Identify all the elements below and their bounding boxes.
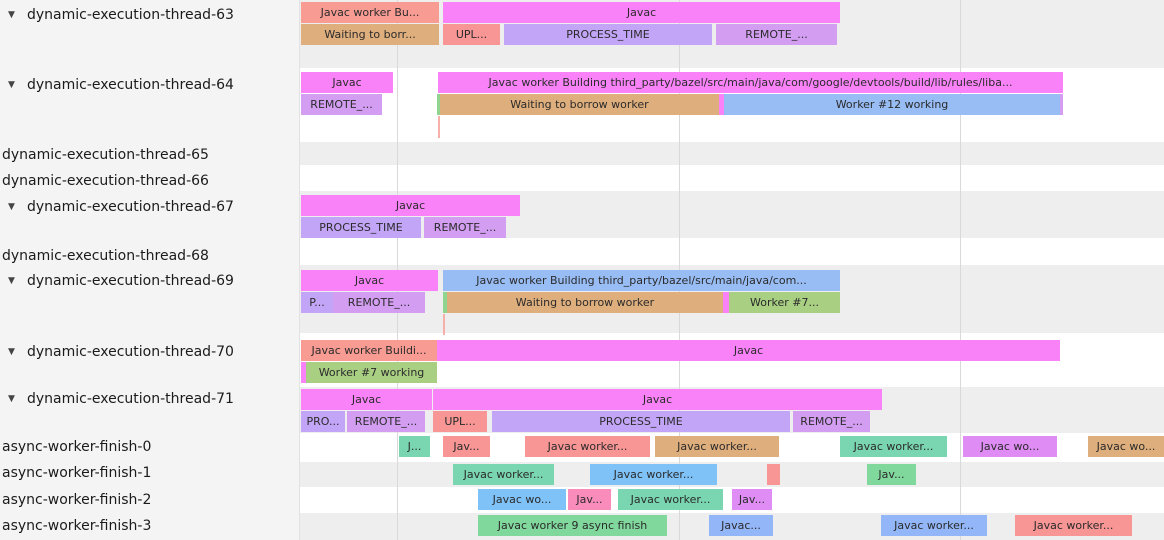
trace-slice[interactable]: Waiting to borrow worker <box>440 94 719 115</box>
trace-slice[interactable]: Jav... <box>867 464 916 485</box>
track-background-band <box>300 238 1164 265</box>
sidebar-row[interactable]: ▼ dynamic-execution-thread-71 <box>0 389 300 410</box>
trace-slice[interactable]: Javac worker... <box>618 489 723 510</box>
trace-slice[interactable]: Javac worker... <box>1015 515 1132 536</box>
trace-slice[interactable]: REMOTE_... <box>333 292 425 313</box>
trace-slice[interactable]: Javac worker 9 async finish <box>478 515 667 536</box>
trace-slice[interactable]: Javac worker... <box>453 464 554 485</box>
trace-slice[interactable]: REMOTE_... <box>301 94 382 115</box>
trace-slice[interactable]: Worker #12 working <box>724 94 1060 115</box>
track-sidebar: ▼ dynamic-execution-thread-63 ▼ dynamic-exe… <box>0 0 300 540</box>
track-label: dynamic-execution-thread-68 <box>2 248 209 264</box>
track-background-band <box>300 142 1164 165</box>
collapse-arrow-icon[interactable]: ▼ <box>8 347 15 357</box>
trace-slice[interactable]: UPL... <box>443 24 500 45</box>
trace-slice[interactable]: Javac <box>301 72 393 93</box>
trace-slice[interactable]: Jav... <box>732 489 772 510</box>
trace-slice[interactable] <box>443 292 447 313</box>
trace-slice[interactable]: Javac worker Buildi... <box>301 340 437 361</box>
trace-slice[interactable] <box>719 94 724 115</box>
track-label: dynamic-execution-thread-70 <box>27 344 234 360</box>
trace-slice[interactable]: Javac worker... <box>655 436 779 457</box>
trace-slice[interactable]: J... <box>399 436 430 457</box>
trace-slice[interactable]: Javac <box>301 270 438 291</box>
trace-slice[interactable]: Javac wo... <box>1088 436 1164 457</box>
trace-slice[interactable]: REMOTE_... <box>793 411 870 432</box>
track-label: async-worker-finish-3 <box>2 518 152 534</box>
trace-slice[interactable]: Worker #7... <box>729 292 840 313</box>
trace-slice[interactable]: Javac worker... <box>840 436 947 457</box>
trace-slice[interactable]: Jav... <box>443 436 490 457</box>
track-label: async-worker-finish-0 <box>2 439 152 455</box>
sidebar-row[interactable]: async-worker-finish-2 <box>0 490 300 511</box>
trace-slice[interactable]: Javac <box>301 389 432 410</box>
trace-slice[interactable]: REMOTE_... <box>424 217 506 238</box>
track-label: dynamic-execution-thread-63 <box>27 7 234 23</box>
trace-slice[interactable]: Javac worker Building third_party/bazel/… <box>438 72 1063 93</box>
trace-slice[interactable]: UPL... <box>433 411 487 432</box>
trace-tick[interactable] <box>443 314 445 335</box>
track-label: dynamic-execution-thread-69 <box>27 273 234 289</box>
sidebar-row[interactable]: ▼ dynamic-execution-thread-67 <box>0 197 300 218</box>
time-gridline <box>960 0 961 540</box>
trace-slice[interactable]: Javac worker... <box>881 515 987 536</box>
trace-slice[interactable]: Worker #7 working <box>306 362 437 383</box>
trace-slice[interactable]: Javac <box>301 195 520 216</box>
sidebar-row[interactable]: ▼ dynamic-execution-thread-69 <box>0 271 300 292</box>
trace-slice[interactable]: Javac wo... <box>963 436 1057 457</box>
trace-slice[interactable]: Javac <box>433 389 882 410</box>
track-label: dynamic-execution-thread-65 <box>2 147 209 163</box>
trace-slice[interactable] <box>437 94 440 115</box>
trace-slice[interactable] <box>767 464 780 485</box>
track-background-band <box>300 165 1164 191</box>
sidebar-row[interactable]: dynamic-execution-thread-65 <box>0 145 300 166</box>
sidebar-row[interactable]: async-worker-finish-1 <box>0 463 300 484</box>
collapse-arrow-icon[interactable]: ▼ <box>8 80 15 90</box>
trace-slice[interactable] <box>301 362 306 383</box>
track-label: async-worker-finish-2 <box>2 492 152 508</box>
trace-slice[interactable]: Jav... <box>568 489 611 510</box>
sidebar-row[interactable]: ▼ dynamic-execution-thread-70 <box>0 342 300 363</box>
trace-slice[interactable]: Javac wo... <box>478 489 566 510</box>
collapse-arrow-icon[interactable]: ▼ <box>8 394 15 404</box>
sidebar-row[interactable]: async-worker-finish-0 <box>0 437 300 458</box>
trace-slice[interactable]: Javac worker... <box>525 436 650 457</box>
collapse-arrow-icon[interactable]: ▼ <box>8 10 15 20</box>
sidebar-row[interactable]: async-worker-finish-3 <box>0 516 300 537</box>
track-label: dynamic-execution-thread-71 <box>27 391 234 407</box>
track-label: dynamic-execution-thread-64 <box>27 77 234 93</box>
trace-slice[interactable]: Javac <box>437 340 1060 361</box>
sidebar-row[interactable]: ▼ dynamic-execution-thread-63 <box>0 5 300 26</box>
trace-slice[interactable]: Javac <box>443 2 840 23</box>
collapse-arrow-icon[interactable]: ▼ <box>8 276 15 286</box>
trace-slice[interactable]: PROCESS_TIME <box>301 217 421 238</box>
sidebar-row[interactable]: dynamic-execution-thread-68 <box>0 246 300 267</box>
trace-slice[interactable]: REMOTE_... <box>347 411 425 432</box>
track-background-band <box>300 462 1164 487</box>
collapse-arrow-icon[interactable]: ▼ <box>8 202 15 212</box>
trace-slice[interactable]: Javac worker Bu... <box>301 2 439 23</box>
trace-slice[interactable]: Waiting to borr... <box>301 24 439 45</box>
sidebar-row[interactable]: ▼ dynamic-execution-thread-64 <box>0 75 300 96</box>
track-label: dynamic-execution-thread-66 <box>2 173 209 189</box>
track-label: async-worker-finish-1 <box>2 465 152 481</box>
trace-slice[interactable]: Javac worker Building third_party/bazel/… <box>443 270 840 291</box>
trace-slice[interactable]: REMOTE_... <box>716 24 837 45</box>
trace-slice[interactable]: PRO... <box>301 411 345 432</box>
trace-slice[interactable]: PROCESS_TIME <box>492 411 790 432</box>
sidebar-row[interactable]: dynamic-execution-thread-66 <box>0 171 300 192</box>
trace-slice[interactable] <box>723 292 729 313</box>
trace-slice[interactable]: Javac... <box>709 515 773 536</box>
trace-slice[interactable]: Waiting to borrow worker <box>447 292 723 313</box>
trace-slice[interactable]: Javac worker... <box>590 464 717 485</box>
track-label: dynamic-execution-thread-67 <box>27 199 234 215</box>
trace-slice[interactable]: PROCESS_TIME <box>504 24 712 45</box>
trace-tick[interactable] <box>438 116 440 138</box>
trace-slice[interactable]: P... <box>301 292 333 313</box>
trace-slice[interactable] <box>1060 94 1063 115</box>
